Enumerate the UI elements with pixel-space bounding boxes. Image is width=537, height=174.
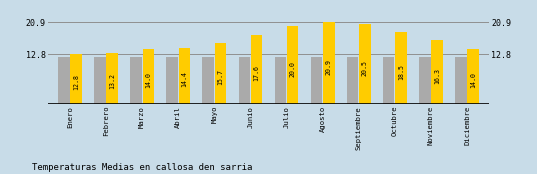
Text: 17.6: 17.6 (253, 65, 259, 81)
Text: 16.3: 16.3 (434, 68, 440, 84)
Text: 13.2: 13.2 (109, 73, 115, 89)
Text: 14.0: 14.0 (470, 72, 476, 88)
Bar (166, 57, 178, 104)
Bar (70, 54, 82, 104)
Bar (359, 24, 371, 104)
Bar (58, 57, 70, 104)
Text: 14.0: 14.0 (146, 72, 151, 88)
Bar (431, 40, 443, 104)
Text: 18.5: 18.5 (398, 64, 404, 80)
Bar (202, 57, 214, 104)
Bar (383, 57, 395, 104)
Text: 20.9: 20.9 (326, 60, 332, 76)
Bar (179, 48, 190, 104)
Text: Temperaturas Medias en callosa den sarria: Temperaturas Medias en callosa den sarri… (32, 163, 252, 172)
Bar (215, 43, 226, 104)
Bar (274, 57, 286, 104)
Bar (130, 57, 142, 104)
Bar (311, 57, 322, 104)
Text: 20.5: 20.5 (362, 60, 368, 76)
Bar (251, 35, 263, 104)
Bar (323, 22, 335, 104)
Text: 20.0: 20.0 (289, 61, 296, 77)
Bar (455, 57, 467, 104)
Text: 15.7: 15.7 (217, 69, 223, 85)
Bar (395, 32, 407, 104)
Bar (238, 57, 250, 104)
Bar (94, 57, 106, 104)
Bar (106, 53, 118, 104)
Bar (142, 49, 154, 104)
Text: 12.8: 12.8 (73, 74, 79, 90)
Text: 14.4: 14.4 (182, 71, 187, 87)
Bar (419, 57, 431, 104)
Bar (347, 57, 358, 104)
Bar (287, 26, 299, 104)
Bar (467, 49, 479, 104)
